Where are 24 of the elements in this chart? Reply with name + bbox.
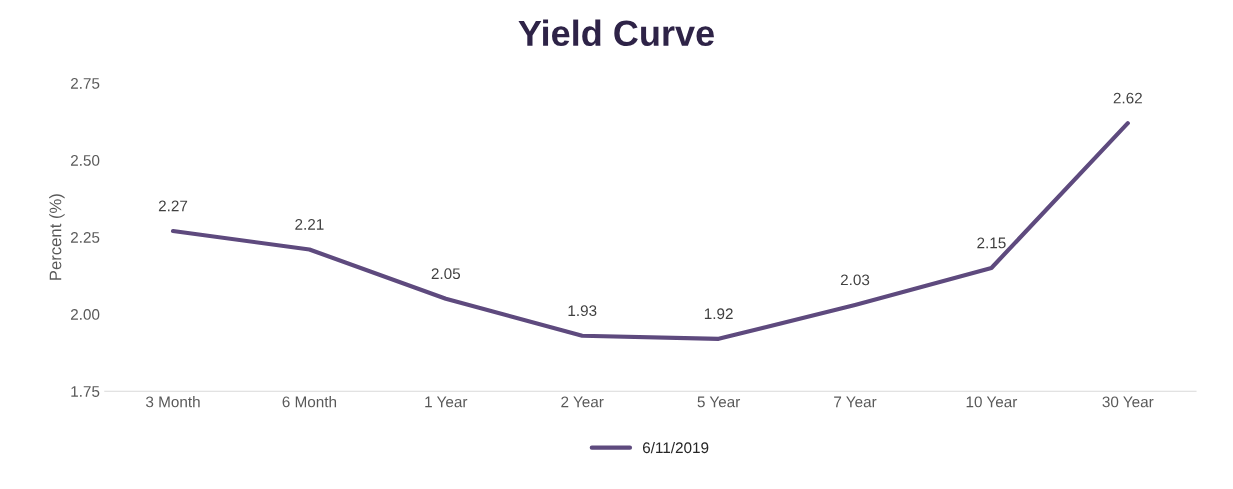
y-tick-label: 2.25: [70, 232, 100, 243]
data-label: 2.27: [158, 200, 188, 212]
x-tick-label: 10 Year: [966, 396, 1018, 408]
data-label: 1.92: [704, 308, 733, 320]
x-tick-label: 5 Year: [697, 396, 741, 408]
data-label: 2.15: [977, 237, 1006, 249]
data-label: 2.03: [840, 274, 870, 286]
data-label: 1.93: [568, 305, 597, 317]
y-tick-label: 1.75: [71, 386, 100, 397]
x-tick-label: 6 Month: [282, 396, 337, 408]
x-tick-label: 30 Year: [1102, 396, 1154, 408]
y-tick-label: 2.00: [70, 309, 100, 320]
y-tick-label: 2.75: [70, 78, 100, 89]
y-axis-title: Percent (%): [49, 194, 65, 280]
x-tick-label: 1 Year: [425, 396, 468, 408]
legend-label: 6/11/2019: [642, 441, 709, 454]
data-label: 2.05: [431, 268, 461, 280]
data-label: 2.21: [295, 218, 324, 230]
y-tick-label: 2.50: [70, 155, 100, 166]
data-label: 2.62: [1113, 92, 1142, 104]
x-tick-label: 7 Year: [834, 396, 877, 408]
x-tick-label: 2 Year: [561, 396, 604, 408]
x-tick-label: 3 Month: [145, 396, 200, 408]
chart-title: Yield Curve: [518, 19, 714, 47]
